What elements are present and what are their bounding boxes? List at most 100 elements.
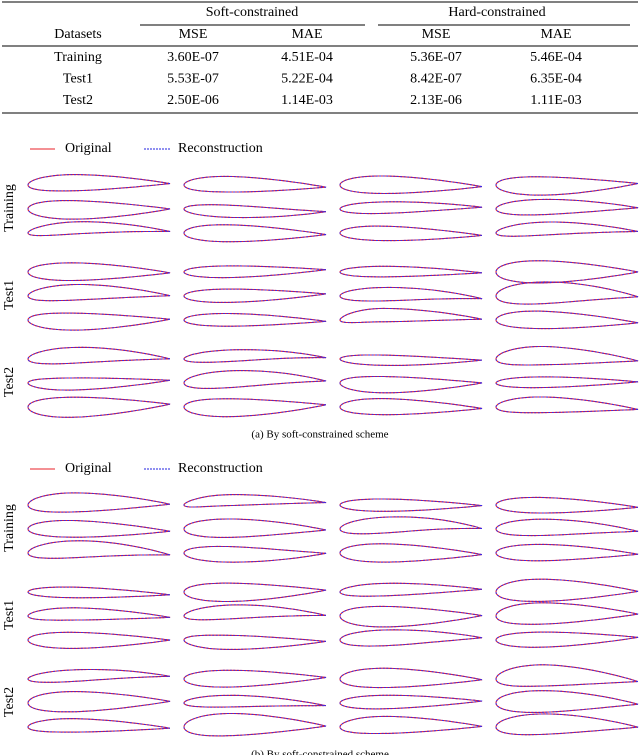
airfoil-reconstruction xyxy=(339,376,483,394)
airfoil-reconstruction xyxy=(27,631,171,649)
airfoil-reconstruction xyxy=(27,669,170,683)
airfoil-original xyxy=(183,288,326,303)
airfoil-original xyxy=(183,175,327,193)
airfoil-reconstruction xyxy=(27,492,170,513)
caption: (b) By soft-constrained scheme xyxy=(251,749,389,755)
airfoil-reconstruction xyxy=(339,175,482,195)
airfoil-reconstruction xyxy=(183,175,327,193)
airfoil-original xyxy=(495,543,639,562)
airfoil-reconstruction xyxy=(183,370,327,389)
airfoil-reconstruction xyxy=(495,221,638,237)
airfoil-original xyxy=(339,175,482,195)
airfoil-reconstruction xyxy=(27,174,171,192)
airfoil-original xyxy=(27,492,170,513)
airfoil-reconstruction xyxy=(495,543,639,562)
caption: (a) By soft-constrained scheme xyxy=(251,429,388,441)
airfoil-reconstruction xyxy=(339,543,482,563)
airfoil-reconstruction xyxy=(339,694,483,710)
table-cell: 5.36E-07 xyxy=(410,50,462,65)
airfoil-original xyxy=(27,631,171,649)
airfoil-original xyxy=(495,310,639,330)
airfoil-reconstruction xyxy=(183,313,327,327)
airfoil-original xyxy=(27,174,171,192)
airfoil-original xyxy=(339,605,483,628)
airfoil-reconstruction xyxy=(27,718,170,733)
table-cell: 6.35E-04 xyxy=(530,72,582,87)
airfoil-reconstruction xyxy=(339,398,483,416)
airfoil-original xyxy=(339,498,483,512)
airfoil-reconstruction xyxy=(183,265,326,279)
row-label: Training xyxy=(2,184,17,232)
airfoil-reconstruction xyxy=(339,225,482,242)
airfoil-reconstruction xyxy=(339,354,482,366)
airfoil-original xyxy=(495,713,639,736)
airfoil-reconstruction xyxy=(183,224,327,243)
airfoil-reconstruction xyxy=(27,586,170,599)
airfoil-reconstruction xyxy=(495,664,638,687)
airfoil-original xyxy=(183,545,327,563)
table-cell: Test2 xyxy=(63,93,93,108)
airfoil-reconstruction xyxy=(27,200,171,220)
table-cell: 5.22E-04 xyxy=(281,72,333,87)
airfoil-original xyxy=(27,312,170,331)
table-cell: 2.13E-06 xyxy=(410,93,462,108)
airfoil-original xyxy=(339,265,482,278)
airfoil-reconstruction xyxy=(495,631,639,648)
airfoil-reconstruction xyxy=(183,694,326,708)
airfoil-reconstruction xyxy=(339,629,483,647)
table-cell: 1.11E-03 xyxy=(530,93,581,108)
airfoil-original xyxy=(183,634,326,650)
airfoil-reconstruction xyxy=(27,284,171,302)
airfoil-original xyxy=(27,691,171,713)
airfoil-original xyxy=(339,667,483,689)
airfoil-reconstruction xyxy=(339,516,482,535)
airfoil-original xyxy=(495,176,638,196)
airfoil-reconstruction xyxy=(495,310,639,330)
airfoil-reconstruction xyxy=(339,307,482,324)
column-header: MAE xyxy=(540,27,571,42)
group-header: Soft-constrained xyxy=(206,5,299,20)
airfoil-original xyxy=(495,631,639,648)
airfoil-reconstruction xyxy=(495,260,639,284)
airfoil-reconstruction xyxy=(27,520,171,538)
airfoil-reconstruction xyxy=(339,201,483,215)
column-header: MSE xyxy=(422,27,451,42)
table-cell: 4.51E-04 xyxy=(281,50,333,65)
table-cell: 1.14E-03 xyxy=(281,93,333,108)
airfoil-reconstruction xyxy=(339,265,482,278)
airfoil-reconstruction xyxy=(183,398,326,418)
airfoil-reconstruction xyxy=(339,498,483,512)
table-cell: 8.42E-07 xyxy=(410,72,462,87)
airfoil-reconstruction xyxy=(495,690,639,713)
airfoil-reconstruction xyxy=(183,545,327,563)
airfoil-original xyxy=(27,200,171,220)
airfoil-original xyxy=(27,221,171,237)
group-header: Hard-constrained xyxy=(448,5,545,20)
airfoil-reconstruction xyxy=(27,221,171,237)
airfoil-original xyxy=(339,225,482,242)
airfoil-original xyxy=(495,690,639,713)
airfoil-original xyxy=(183,398,326,418)
airfoil-original xyxy=(183,349,327,363)
airfoil-original xyxy=(27,262,171,282)
airfoil-original xyxy=(495,602,639,625)
airfoil-reconstruction xyxy=(27,262,171,281)
row-label: Test2 xyxy=(2,687,17,717)
airfoil-original xyxy=(183,669,327,688)
airfoil-original xyxy=(339,694,483,710)
row-label: Training xyxy=(2,504,17,552)
legend-label: Original xyxy=(65,141,112,156)
airfoil-reconstruction xyxy=(495,198,639,216)
airfoil-original xyxy=(27,519,171,538)
column-header: Datasets xyxy=(54,27,101,42)
airfoil-reconstruction xyxy=(183,518,326,538)
airfoil-reconstruction xyxy=(495,396,639,414)
table-cell: 5.46E-04 xyxy=(530,50,582,65)
airfoil-original xyxy=(183,312,327,327)
table-cell: Test1 xyxy=(63,72,93,87)
airfoil-reconstruction xyxy=(339,582,482,597)
airfoil-original xyxy=(495,260,639,284)
airfoil-reconstruction xyxy=(27,312,170,331)
airfoil-original xyxy=(339,398,483,416)
